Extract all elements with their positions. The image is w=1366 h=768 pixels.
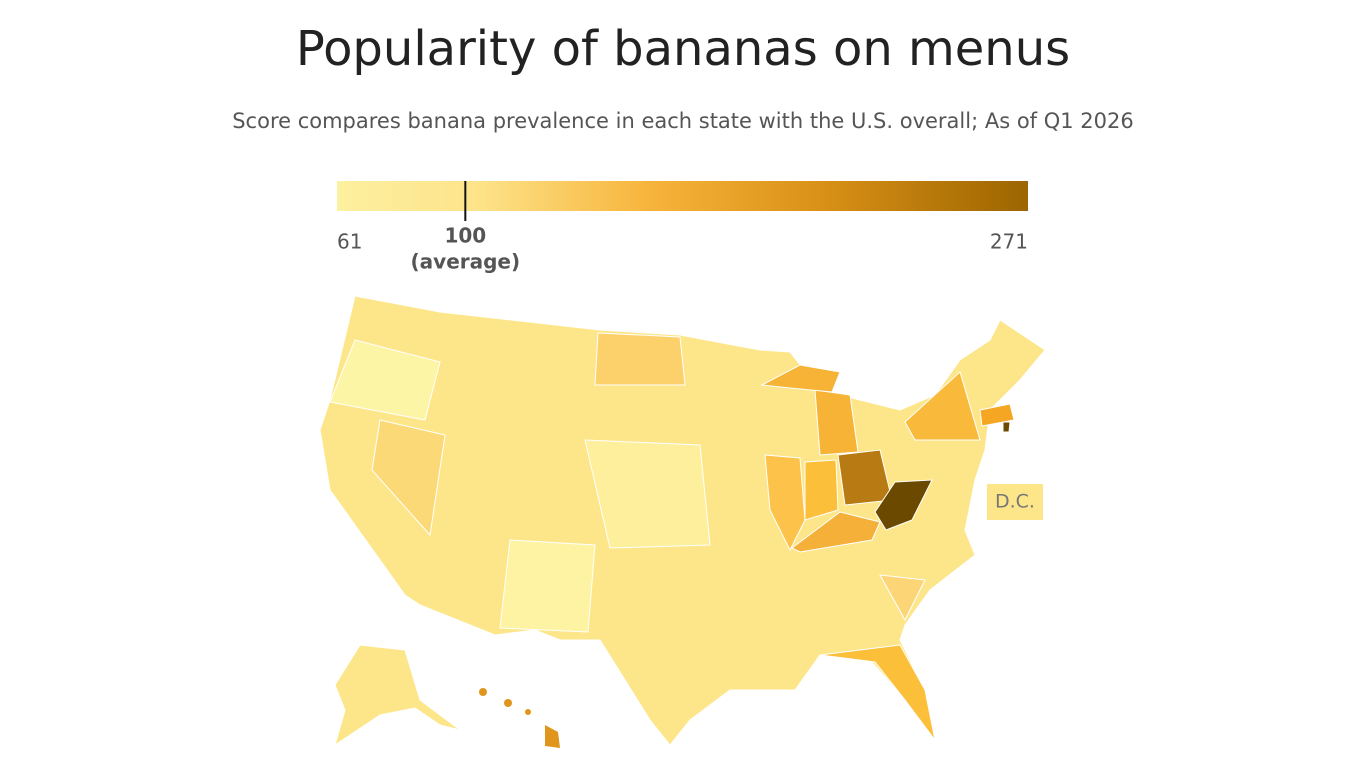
- south-carolina: [879, 574, 926, 622]
- michigan: [814, 389, 859, 456]
- michigan-up: [760, 364, 841, 393]
- oregon: [329, 339, 441, 421]
- kentucky: [791, 511, 881, 553]
- alaska: [334, 644, 461, 747]
- plains: [584, 439, 711, 549]
- hawaii-island: [479, 688, 487, 696]
- rhode-island: [1002, 421, 1011, 433]
- illinois: [764, 454, 806, 552]
- florida: [819, 644, 936, 741]
- color-scale: [337, 181, 1028, 211]
- subtitle: Score compares banana prevalence in each…: [232, 109, 1134, 133]
- dc-box: [987, 484, 1043, 520]
- title: Popularity of bananas on menus: [296, 21, 1070, 77]
- legend: 61 271 100(average): [337, 181, 1028, 274]
- new-mexico: [499, 539, 596, 633]
- hawaii-island: [525, 709, 531, 715]
- legend-max: 271: [990, 230, 1028, 254]
- legend-min: 61: [337, 230, 362, 254]
- new-york: [904, 371, 981, 441]
- massachusetts: [979, 403, 1015, 427]
- average-label: 100: [444, 224, 486, 248]
- us-map: D.C.: [319, 295, 1046, 748]
- nevada: [371, 419, 446, 537]
- west-virginia: [874, 479, 933, 531]
- indiana: [804, 459, 839, 521]
- average-note: (average): [411, 250, 521, 274]
- hawaii: [545, 725, 560, 748]
- hawaii-island: [504, 699, 512, 707]
- dc-label: D.C.: [995, 491, 1035, 513]
- north-dakota: [594, 332, 686, 386]
